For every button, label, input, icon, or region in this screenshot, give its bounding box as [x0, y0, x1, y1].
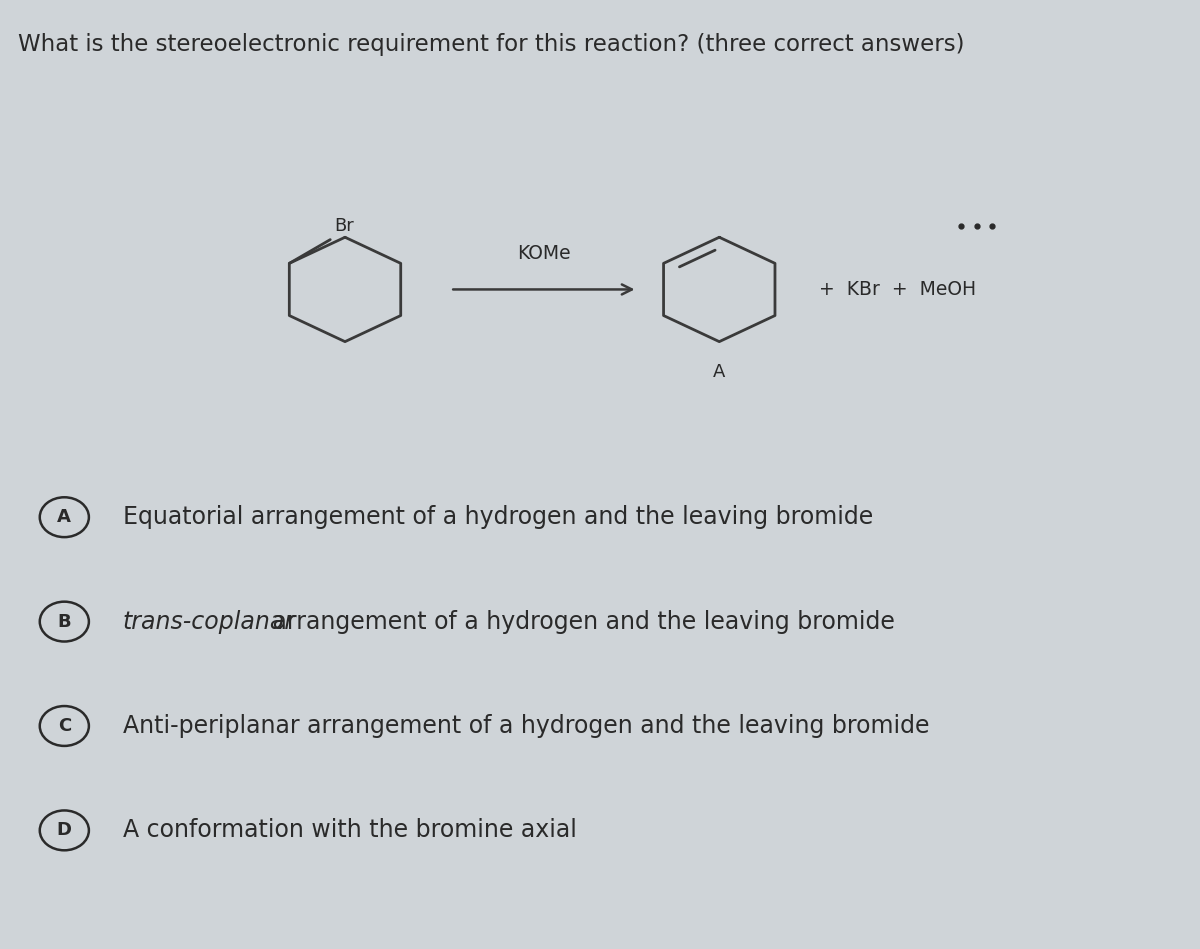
Text: Equatorial arrangement of a hydrogen and the leaving bromide: Equatorial arrangement of a hydrogen and…: [122, 505, 874, 530]
Text: arrangement of a hydrogen and the leaving bromide: arrangement of a hydrogen and the leavin…: [265, 609, 895, 634]
Text: Anti-periplanar arrangement of a hydrogen and the leaving bromide: Anti-periplanar arrangement of a hydroge…: [122, 714, 929, 738]
Text: C: C: [58, 717, 71, 735]
Text: Br: Br: [334, 217, 354, 235]
Text: B: B: [58, 613, 71, 630]
Text: A: A: [58, 509, 71, 526]
Text: trans-coplanar: trans-coplanar: [122, 609, 295, 634]
Text: A: A: [713, 363, 726, 381]
Text: A conformation with the bromine axial: A conformation with the bromine axial: [122, 818, 577, 843]
Text: KOMe: KOMe: [517, 244, 571, 263]
Text: D: D: [56, 822, 72, 839]
Text: +  KBr  +  MeOH: + KBr + MeOH: [818, 280, 976, 299]
Text: What is the stereoelectronic requirement for this reaction? (three correct answe: What is the stereoelectronic requirement…: [18, 33, 964, 56]
